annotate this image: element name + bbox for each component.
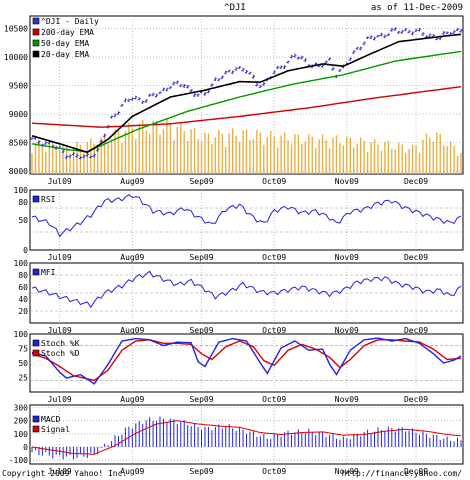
ema200-line <box>31 86 462 128</box>
legend-swatch <box>32 268 40 276</box>
legend-swatch <box>32 425 40 433</box>
legend-swatch <box>32 28 40 36</box>
legend-label: MACD <box>41 415 60 424</box>
stoch-k-line <box>31 337 462 385</box>
y-tick-label: 75 <box>18 345 28 354</box>
x-tick-label: Oct09 <box>262 467 286 476</box>
y-tick-label: 100 <box>14 259 29 268</box>
y-tick-label: 9000 <box>9 110 28 119</box>
x-tick-label: Nov09 <box>335 177 359 186</box>
y-tick-label: 200 <box>14 417 29 426</box>
y-tick-label: 100 <box>14 330 29 339</box>
x-tick-label: Jul09 <box>48 467 72 476</box>
y-tick-label: -100 <box>9 456 28 465</box>
y-tick-label: 60 <box>18 283 28 292</box>
x-tick-label: Aug09 <box>120 467 144 476</box>
y-tick-label: 40 <box>18 295 28 304</box>
x-tick-label: Oct09 <box>262 326 286 335</box>
source-url[interactable]: http://finance.yahoo.com/ <box>342 469 463 478</box>
panel-rsi: 0 50 80 100 RSI Jul09 Aug09 Sep09 Oct09 Nov09 Dec0… <box>14 186 464 262</box>
x-tick-label: Jul09 <box>48 177 72 186</box>
legend-label: 200-day EMA <box>41 28 94 37</box>
panel-price: 8000 8500 9000 9500 10000 10500 ^DJI - Daily 20… <box>4 15 464 186</box>
x-tick-label: Sep09 <box>189 177 213 186</box>
y-tick-label: 80 <box>18 271 28 280</box>
y-tick-label: 9500 <box>9 82 28 91</box>
y-tick-label: 20 <box>18 307 28 316</box>
x-tick-label: Aug09 <box>120 177 144 186</box>
legend-swatch <box>32 339 40 347</box>
x-tick-label: Dec09 <box>404 177 428 186</box>
y-tick-label: 100 <box>14 430 29 439</box>
legend-swatch <box>32 349 40 357</box>
y-tick-label: 8000 <box>9 167 28 176</box>
y-tick-label: 8500 <box>9 139 28 148</box>
y-tick-label: 25 <box>18 374 28 383</box>
legend-swatch <box>32 50 40 58</box>
legend-label: 20-day EMA <box>41 50 89 59</box>
rsi-line <box>31 193 462 238</box>
signal-line <box>31 420 462 455</box>
legend-swatch <box>32 17 40 25</box>
panel-mfi: 20 40 60 80 100 MFI Jul09 Aug09 Sep09 Oct09 Nov09 D… <box>14 259 464 335</box>
x-tick-label: Aug09 <box>120 326 144 335</box>
x-tick-label: Aug09 <box>120 253 144 262</box>
y-tick-label: 50 <box>18 216 28 225</box>
x-tick-label: Oct09 <box>262 177 286 186</box>
y-tick-label: 0 <box>23 246 28 255</box>
copyright-text: Copyright 2009 Yahoo! Inc. <box>2 469 127 478</box>
x-tick-label: Jul09 <box>48 326 72 335</box>
legend-label: 50-day EMA <box>41 39 89 48</box>
y-tick-label: 10500 <box>4 25 28 34</box>
x-tick-label: Nov09 <box>335 395 359 404</box>
legend-label: Signal <box>41 425 70 434</box>
x-tick-label: Jul09 <box>48 395 72 404</box>
legend-label: Stoch %K <box>41 339 80 348</box>
x-tick-label: Sep09 <box>189 395 213 404</box>
as-of-date: as of 11-Dec-2009 <box>371 3 463 13</box>
ema20-line <box>31 33 462 154</box>
x-tick-label: Dec09 <box>404 467 428 476</box>
x-tick-label: Sep09 <box>189 467 213 476</box>
x-tick-label: Nov09 <box>335 326 359 335</box>
legend-label: MFI <box>41 268 56 277</box>
legend-label: Stoch %D <box>41 349 80 358</box>
legend-swatch <box>32 39 40 47</box>
legend-swatch <box>32 415 40 423</box>
x-tick-label: Sep09 <box>189 253 213 262</box>
y-tick-label: 100 <box>14 186 29 195</box>
x-tick-label: Aug09 <box>120 395 144 404</box>
legend-label: ^DJI - Daily <box>41 17 99 26</box>
x-tick-label: Oct09 <box>262 253 286 262</box>
x-tick-label: Nov09 <box>335 253 359 262</box>
x-tick-label: Dec09 <box>404 326 428 335</box>
x-tick-label: Dec09 <box>404 395 428 404</box>
y-tick-label: 50 <box>18 359 28 368</box>
chart-symbol-title: ^DJI <box>224 3 246 13</box>
y-tick-label: 300 <box>14 404 29 413</box>
x-tick-label: Dec09 <box>404 253 428 262</box>
x-tick-label: Oct09 <box>262 395 286 404</box>
legend-label: RSI <box>41 195 56 204</box>
panel-frame <box>29 189 464 251</box>
x-tick-label: Sep09 <box>189 326 213 335</box>
ema50-line <box>31 50 462 153</box>
mfi-line <box>31 270 462 309</box>
legend-swatch <box>32 195 40 203</box>
y-tick-label: 10000 <box>4 53 28 62</box>
y-tick-label: 0 <box>23 443 28 452</box>
y-tick-label: 80 <box>18 198 28 207</box>
x-tick-label: Nov09 <box>335 467 359 476</box>
x-tick-label: Jul09 <box>48 253 72 262</box>
